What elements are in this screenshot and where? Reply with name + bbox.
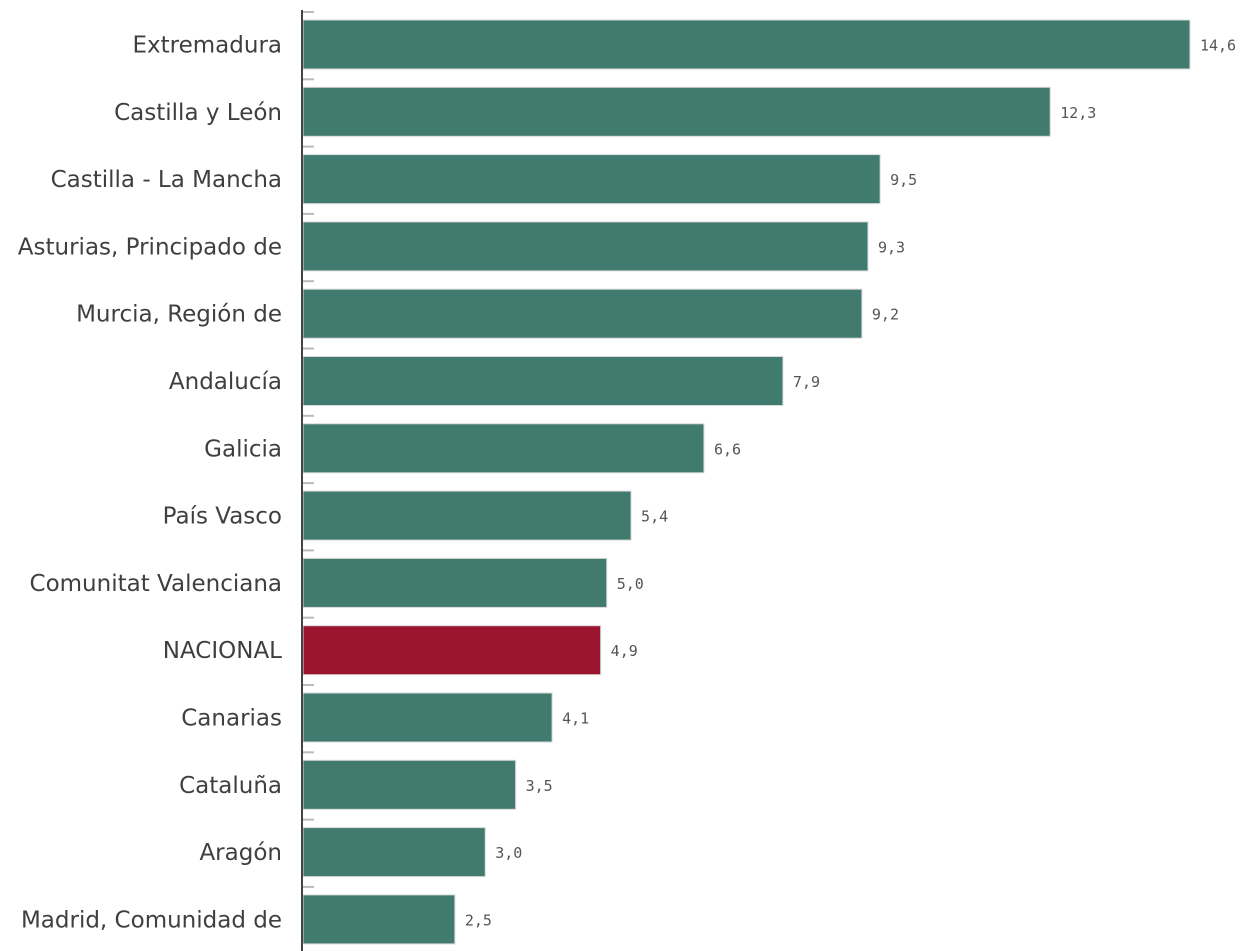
category-label-aragon: Aragón bbox=[199, 840, 282, 866]
value-label-galicia: 6,6 bbox=[714, 440, 741, 458]
bar-castilla-la-mancha bbox=[302, 154, 881, 205]
bar-pais-vasco bbox=[302, 490, 632, 541]
value-label-murcia-region-de: 9,2 bbox=[872, 306, 899, 324]
bar-asturias-principado-de bbox=[302, 221, 869, 272]
value-labels: 14,6 12,3 9,5 9,3 9,2 7,9 6,6 5,4 5,0 4,9 4,1 3,5 3,… bbox=[465, 37, 1236, 930]
bar-murcia-region-de bbox=[302, 288, 863, 339]
category-label-canarias: Canarias bbox=[181, 706, 282, 732]
category-label-extremadura: Extremadura bbox=[133, 33, 283, 59]
value-label-nacional: 4,9 bbox=[611, 642, 638, 660]
value-label-cataluna: 3,5 bbox=[526, 777, 553, 795]
value-label-andalucia: 7,9 bbox=[793, 373, 820, 391]
category-label-galicia: Galicia bbox=[204, 436, 282, 462]
value-label-aragon: 3,0 bbox=[495, 844, 522, 862]
bar-extremadura bbox=[302, 19, 1191, 70]
value-label-asturias-principado-de: 9,3 bbox=[878, 238, 905, 256]
bar-comunitat-valenciana bbox=[302, 557, 608, 608]
category-label-comunitat-valenciana: Comunitat Valenciana bbox=[30, 571, 282, 597]
axis-ticks bbox=[302, 11, 314, 888]
category-label-madrid-comunidad-de: Madrid, Comunidad de bbox=[21, 907, 282, 933]
bar-nacional bbox=[302, 625, 602, 676]
category-label-asturias-principado-de: Asturias, Principado de bbox=[18, 234, 282, 260]
bar-aragon bbox=[302, 827, 486, 878]
bar-madrid-comunidad-de bbox=[302, 894, 456, 945]
value-label-pais-vasco: 5,4 bbox=[641, 508, 668, 526]
bar-canarias bbox=[302, 692, 553, 743]
value-label-castilla-y-leon: 12,3 bbox=[1060, 104, 1096, 122]
bar-castilla-y-leon bbox=[302, 86, 1051, 137]
value-label-comunitat-valenciana: 5,0 bbox=[617, 575, 644, 593]
bar-galicia bbox=[302, 423, 705, 474]
category-label-murcia-region-de: Murcia, Región de bbox=[76, 302, 282, 328]
bars-layer bbox=[302, 19, 1191, 945]
value-label-madrid-comunidad-de: 2,5 bbox=[465, 911, 492, 929]
category-label-andalucia: Andalucía bbox=[169, 369, 282, 395]
value-label-castilla-la-mancha: 9,5 bbox=[890, 171, 917, 189]
bar-cataluna bbox=[302, 759, 517, 810]
category-label-cataluna: Cataluña bbox=[179, 773, 282, 799]
bar-andalucia bbox=[302, 356, 784, 406]
value-label-extremadura: 14,6 bbox=[1200, 37, 1236, 55]
category-label-nacional: NACIONAL bbox=[163, 638, 282, 664]
category-label-castilla-la-mancha: Castilla - La Mancha bbox=[51, 167, 282, 193]
category-labels: Extremadura Castilla y León Castilla - La … bbox=[18, 33, 282, 934]
category-label-pais-vasco: País Vasco bbox=[163, 504, 282, 530]
value-label-canarias: 4,1 bbox=[562, 710, 589, 728]
category-label-castilla-y-leon: Castilla y León bbox=[114, 100, 282, 126]
